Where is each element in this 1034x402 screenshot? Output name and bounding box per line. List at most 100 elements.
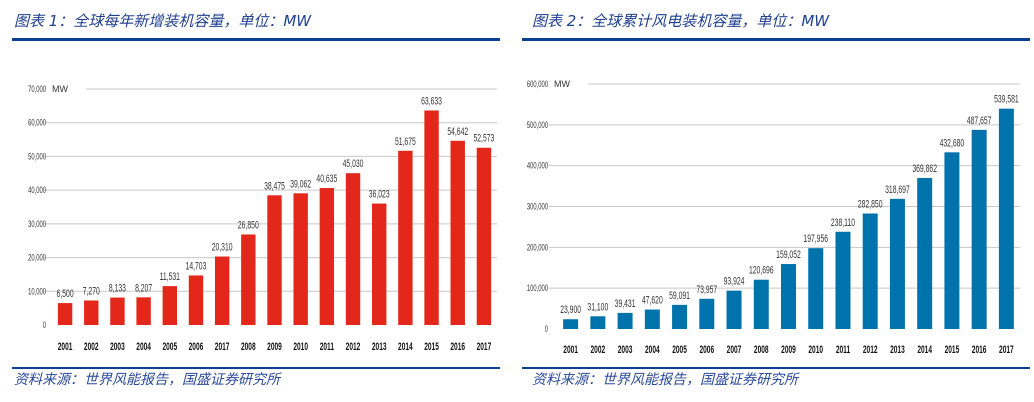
y-tick-label: 500,000 — [527, 120, 548, 131]
bar — [188, 275, 204, 325]
data-label: 26,850 — [238, 219, 259, 231]
x-tick-label: 2002 — [84, 340, 99, 352]
data-label: 45,030 — [343, 158, 364, 170]
figure-1-chart: 0 10,000 20,000 30,000 40,000 50,000 60,000 70,… — [28, 84, 497, 352]
bar — [753, 279, 769, 329]
data-label: 31,100 — [587, 301, 608, 313]
x-tick-label: 2017 — [999, 343, 1014, 355]
unit-label: MW — [52, 84, 68, 94]
y-tick-label: 200,000 — [527, 242, 548, 253]
data-label: 539,581 — [994, 93, 1019, 105]
figure-2-top-rule — [522, 38, 1030, 41]
y-tick-label: 300,000 — [527, 201, 548, 212]
data-label: 23,900 — [560, 304, 581, 316]
bar — [808, 248, 824, 329]
bar — [971, 129, 987, 329]
data-label: 432,680 — [940, 137, 965, 149]
bar — [563, 319, 579, 329]
x-tick-label: 2008 — [754, 343, 769, 355]
data-label: 7,270 — [83, 285, 100, 297]
figure-2-bottom-rule — [522, 367, 1030, 369]
bar — [781, 264, 796, 329]
data-label: 8,133 — [109, 282, 126, 294]
y-tick-label: 60,000 — [28, 117, 46, 128]
data-label: 36,023 — [369, 188, 390, 200]
x-tick-label: 2001 — [563, 343, 578, 355]
data-label: 39,431 — [615, 297, 636, 309]
y-tick-label: 50,000 — [28, 151, 46, 162]
data-label: 197,956 — [803, 233, 828, 245]
x-tick-label: 2002 — [591, 343, 606, 355]
x-tick-label: 2004 — [136, 340, 151, 352]
bar — [84, 300, 99, 325]
x-tick-label: 2003 — [618, 343, 633, 355]
x-tick-label: 2010 — [808, 343, 823, 355]
data-label: 47,620 — [642, 294, 663, 306]
data-label: 52,573 — [473, 132, 494, 144]
data-label: 120,696 — [749, 264, 774, 276]
bar — [450, 140, 465, 325]
bar — [998, 108, 1014, 330]
data-label: 11,531 — [160, 271, 180, 283]
figure-1-source: 资料来源：世界风能报告，国盛证券研究所 — [14, 372, 280, 388]
bar — [162, 286, 177, 325]
bar — [590, 316, 606, 329]
x-tick-label: 2010 — [293, 340, 308, 352]
figure-1-panel: 图表 1：全球每年新增装机容量，单位：MW 0 10,000 20,000 30,00… — [0, 0, 515, 402]
bar — [672, 304, 688, 329]
data-label: 14,703 — [186, 260, 207, 272]
bar — [319, 188, 335, 325]
data-label: 63,633 — [421, 95, 442, 107]
x-tick-label: 2011 — [836, 343, 850, 355]
x-tick-label: 2009 — [781, 343, 796, 355]
figure-2-title: 图表 2：全球累计风电装机容量，单位：MW — [532, 12, 830, 30]
y-tick-label: 30,000 — [28, 219, 46, 230]
x-tick-label: 2013 — [890, 343, 905, 355]
x-tick-label: 2001 — [58, 340, 73, 352]
y-tick-label: 0 — [545, 324, 548, 335]
x-tick-label: 2006 — [189, 340, 204, 352]
data-label: 282,850 — [858, 198, 883, 210]
x-tick-label: 2006 — [699, 343, 714, 355]
x-tick-label: 2003 — [110, 340, 125, 352]
data-label: 369,862 — [912, 162, 937, 174]
bar — [889, 198, 905, 329]
data-label: 40,635 — [316, 172, 337, 184]
x-tick-label: 2016 — [972, 343, 987, 355]
y-tick-label: 20,000 — [28, 252, 46, 263]
bar — [862, 213, 878, 329]
bar — [136, 297, 151, 325]
bar — [398, 150, 413, 325]
data-label: 6,500 — [57, 287, 74, 299]
x-tick-label: 2013 — [372, 340, 387, 352]
bar — [372, 203, 387, 325]
bar — [345, 173, 361, 325]
y-tick-label: 600,000 — [527, 79, 548, 90]
bar — [110, 297, 125, 325]
x-tick-label: 2009 — [267, 340, 282, 352]
data-label: 318,697 — [885, 183, 910, 195]
y-tick-label: 0 — [43, 320, 46, 331]
data-label: 59,091 — [669, 289, 690, 301]
bar — [835, 231, 851, 329]
y-tick-label: 400,000 — [527, 160, 548, 171]
y-tick-label: 70,000 — [28, 84, 46, 95]
x-tick-label: 2007 — [727, 343, 742, 355]
y-tick-label: 40,000 — [28, 185, 46, 196]
unit-label: MW — [554, 79, 570, 89]
x-tick-label: 2015 — [945, 343, 960, 355]
bar — [699, 298, 715, 329]
figure-2-source: 资料来源：世界风能报告，国盛证券研究所 — [532, 372, 798, 388]
data-label: 54,642 — [447, 125, 468, 137]
x-tick-label: 2014 — [398, 340, 413, 352]
y-tick-label: 10,000 — [28, 286, 46, 297]
x-tick-label: 2015 — [424, 340, 439, 352]
bar — [241, 234, 256, 325]
y-tick-label: 100,000 — [527, 283, 548, 294]
bar — [726, 290, 742, 329]
x-tick-label: 2004 — [645, 343, 660, 355]
bar — [917, 177, 933, 329]
x-tick-label: 2012 — [863, 343, 878, 355]
bar — [57, 303, 73, 325]
bar — [267, 195, 282, 325]
